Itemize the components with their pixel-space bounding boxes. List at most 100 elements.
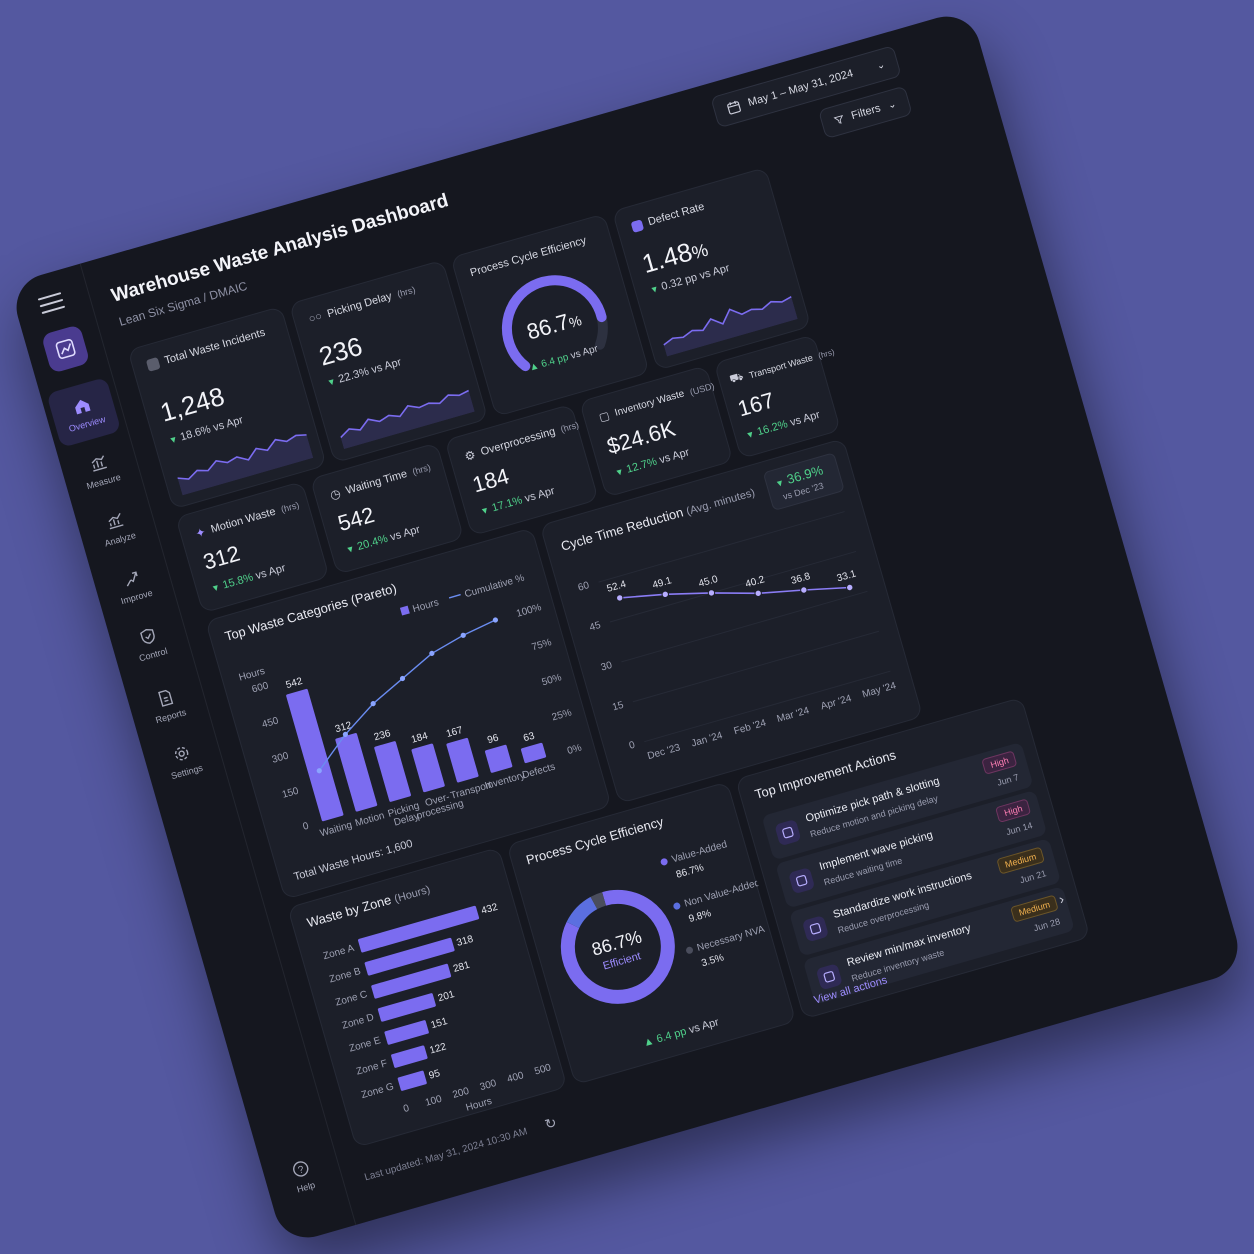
- legend-label: Necessary NVA: [696, 924, 766, 954]
- help-button[interactable]: ? Help: [265, 1140, 340, 1211]
- kpi-value: 184: [469, 463, 512, 498]
- menu-icon[interactable]: [37, 292, 66, 315]
- sidebar-item-control[interactable]: Control: [112, 608, 187, 679]
- sidebar: Overview Measure Analyze Improve Control…: [8, 263, 357, 1246]
- kpi-vs: vs Apr: [523, 484, 557, 505]
- y2-tick-label: 50%: [541, 672, 563, 688]
- sidebar-item-label: Analyze: [103, 529, 137, 549]
- cycle-point: [615, 594, 624, 602]
- cycle-value-label: 52.4: [606, 579, 628, 595]
- sparkline: [177, 434, 314, 496]
- sidebar-item-improve[interactable]: Improve: [96, 550, 171, 621]
- x-tick-label: Waiting: [319, 820, 354, 840]
- sidebar-item-measure[interactable]: Measure: [63, 435, 138, 506]
- kpi-value: 312: [200, 540, 243, 575]
- kpi-unit: %: [566, 312, 584, 331]
- zone-value-label: 318: [455, 934, 474, 949]
- legend-cum-swatch: [448, 593, 461, 599]
- reports-icon: [157, 689, 174, 707]
- y2-tick-label: 100%: [515, 602, 543, 620]
- zone-bar: [371, 963, 452, 999]
- sidebar-item-analyze[interactable]: Analyze: [79, 492, 154, 563]
- action-item[interactable]: Standardize work instructions Reduce over…: [788, 837, 1062, 957]
- wave-icon: [788, 867, 816, 895]
- dashboard-window: Overview Measure Analyze Improve Control…: [8, 8, 1246, 1246]
- sidebar-item-settings[interactable]: Settings: [146, 725, 221, 796]
- sparkline-line: [177, 434, 307, 480]
- help-label: Help: [295, 1179, 317, 1195]
- refresh-icon[interactable]: ↻: [542, 1113, 559, 1133]
- grid-line: [632, 630, 880, 703]
- grid-line: [644, 670, 891, 743]
- y-tick-label: 60: [577, 580, 591, 594]
- zone-bar: [397, 1070, 427, 1091]
- x-tick-label: Defects: [521, 761, 557, 781]
- kpi-defect-rate[interactable]: Defect Rate 1.48% ▼ 0.32 pp vs Apr: [611, 166, 812, 371]
- kpi-delta: 12.7%: [625, 455, 659, 476]
- bar-value-label: 63: [522, 730, 536, 744]
- zone-value-label: 432: [480, 902, 499, 917]
- sidebar-item-reports[interactable]: Reports: [130, 669, 205, 740]
- cycle-point: [800, 586, 808, 594]
- kpi-title: Picking Delay: [325, 290, 394, 321]
- pareto-bar: [520, 742, 547, 764]
- waste-icon: [145, 356, 161, 372]
- kpi-delta: 20.4%: [355, 532, 390, 553]
- filters-button[interactable]: Filters ⌄: [817, 85, 913, 140]
- priority-badge: High: [995, 798, 1032, 823]
- legend-dot: [686, 946, 694, 954]
- grid-line: [621, 590, 868, 663]
- x-tick-label: 0: [402, 1103, 411, 1115]
- kpi-picking-delay[interactable]: ○○ Picking Delay (hrs) 236 ▼ 22.3% vs Apr: [288, 259, 489, 464]
- legend-dot: [673, 902, 681, 910]
- x-tick-label: 200: [451, 1086, 470, 1101]
- route-icon: [774, 819, 802, 847]
- cycle-time-chart: 0 15 30 45 60 52.4 Dec '23 49.1 Jan '24 45.0 Feb '…: [577, 511, 898, 762]
- analyze-icon: [108, 512, 124, 529]
- sparkline-line: [340, 389, 470, 439]
- cycle-point: [661, 590, 669, 599]
- kpi-delta: 15.8%: [221, 571, 255, 592]
- sidebar-item-label: Reports: [154, 706, 188, 725]
- sparkline: [340, 389, 475, 450]
- y-tick-label: 150: [281, 786, 300, 801]
- cumulative-point: [460, 632, 466, 638]
- sparkline-area: [177, 434, 314, 496]
- kpi-transport-waste[interactable]: ⛟ Transport Waste (hrs) 167 ▼ 16.2% vs Apr: [713, 334, 842, 460]
- y-tick-label: 0: [628, 740, 637, 752]
- legend-hours-label: Hours: [411, 597, 440, 615]
- gear-icon: ⚙: [462, 447, 478, 464]
- cycle-line: [619, 586, 850, 599]
- cycle-point: [754, 589, 762, 598]
- bar-value-label: 184: [410, 730, 429, 745]
- y-tick-label: Zone C: [334, 989, 369, 1009]
- y-tick-label: Zone B: [328, 966, 362, 986]
- action-item[interactable]: Review min/max inventory Reduce inventory…: [802, 886, 1075, 1005]
- y-tick-label: 450: [261, 715, 280, 730]
- kpi-total-waste[interactable]: Total Waste Incidents 1,248 ▼ 18.6% vs A…: [127, 305, 327, 510]
- kpi-delta: 22.3%: [337, 365, 371, 386]
- waste-by-zone-card: Waste by Zone (Hours) Zone A 432 Zone B 318…: [287, 846, 568, 1148]
- kpi-unit: (hrs): [395, 284, 417, 300]
- x-tick-label: 300: [479, 1078, 498, 1093]
- action-item[interactable]: Implement wave picking Reduce waiting tim…: [775, 789, 1048, 909]
- sidebar-item-overview[interactable]: Overview: [46, 376, 122, 448]
- kpi-title: Inventory Waste: [613, 388, 686, 419]
- x-tick-label: May '24: [861, 680, 898, 700]
- y-tick-label: Zone A: [322, 943, 356, 962]
- kpi-title: Motion Waste: [209, 505, 278, 536]
- date-range-picker[interactable]: May 1 – May 31, 2024 ⌄: [710, 45, 902, 129]
- y-tick-label: 15: [611, 700, 625, 714]
- pareto-bar: [446, 737, 479, 783]
- bar-value-label: 236: [373, 728, 392, 743]
- cycle-value-label: 49.1: [651, 575, 673, 591]
- action-item[interactable]: Optimize pick path & slotting Reduce moti…: [761, 741, 1034, 861]
- kpi-process-cycle-efficiency[interactable]: Process Cycle Efficiency 86.7% ▲ 6.4 pp …: [450, 213, 650, 417]
- kpi-delta: 16.2%: [755, 418, 790, 439]
- x-tick-label: 500: [533, 1062, 552, 1077]
- due-date: Jun 7: [995, 772, 1020, 788]
- calendar-icon: [727, 100, 741, 115]
- x-tick-label: Inventory: [484, 770, 527, 792]
- gear-icon: [174, 746, 189, 760]
- legend-hours-swatch: [399, 605, 410, 616]
